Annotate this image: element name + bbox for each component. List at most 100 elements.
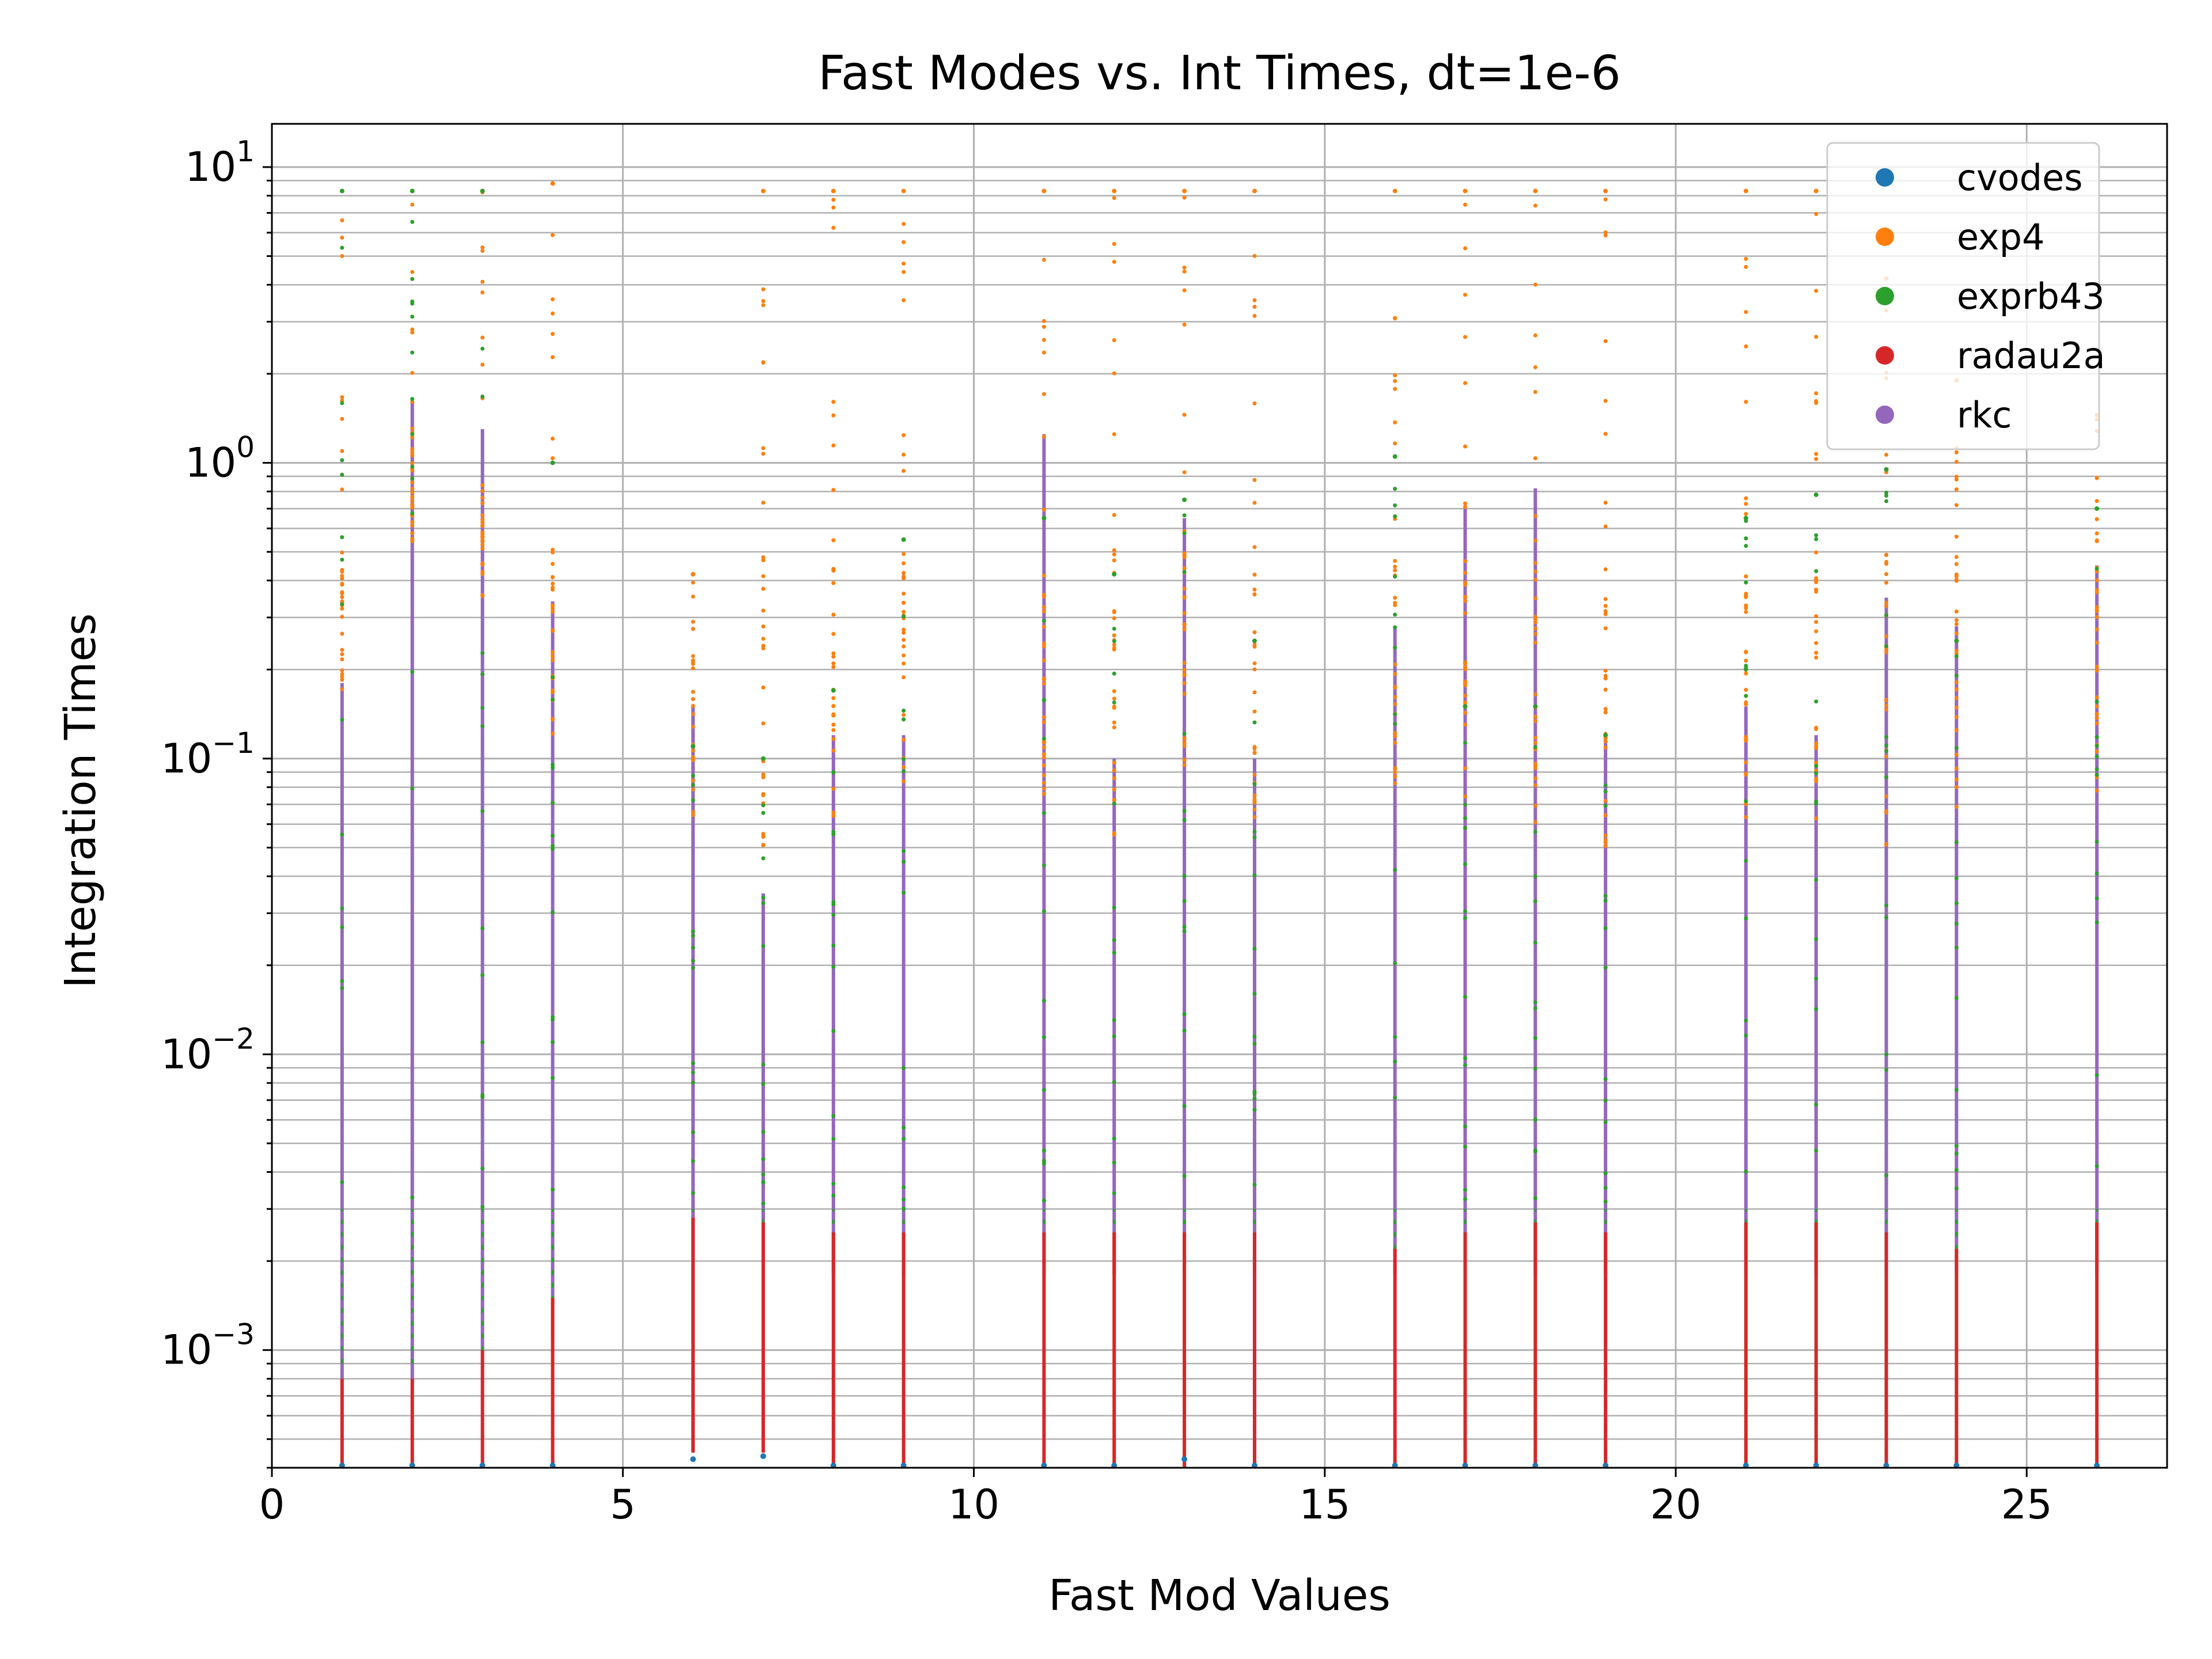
- legend-marker-cvodes: [1876, 168, 1894, 187]
- exprb43-point: [1744, 1169, 1748, 1174]
- exp4-point: [1252, 501, 1257, 505]
- exprb43-point: [1463, 1056, 1467, 1060]
- exp4-point: [1533, 282, 1537, 287]
- exp4-point: [902, 240, 906, 244]
- exprb43-point: [2094, 772, 2099, 777]
- exprb43-point: [902, 849, 906, 853]
- exp4-point: [1463, 293, 1467, 297]
- exp4-point: [2094, 788, 2099, 793]
- exprb43-point: [1252, 835, 1257, 840]
- exp4-point: [831, 748, 836, 753]
- exp4-point: [2094, 590, 2099, 594]
- exprb43-point: [340, 458, 344, 463]
- exp4-point: [1112, 696, 1116, 701]
- exprb43-point: [1112, 1137, 1116, 1141]
- exp4-point: [831, 704, 836, 709]
- exp4-point: [340, 657, 344, 662]
- exp4-point: [831, 581, 836, 585]
- exprb43-point: [410, 397, 415, 402]
- exprb43-point: [1393, 625, 1397, 630]
- exp4-point: [1603, 813, 1608, 817]
- exprb43-point: [1393, 961, 1397, 965]
- exp4-point: [831, 443, 836, 448]
- legend-marker-rkc: [1876, 406, 1894, 424]
- exp4-point: [480, 520, 485, 525]
- exp4-point: [1393, 378, 1397, 383]
- exp4-point: [902, 222, 906, 226]
- exp4-point: [550, 297, 555, 302]
- exprb43-point: [1533, 704, 1538, 709]
- exp4-point: [1041, 715, 1046, 719]
- exprb43-point: [1603, 898, 1608, 903]
- exp4-point: [1954, 562, 1959, 566]
- exprb43-point: [480, 1205, 485, 1209]
- exp4-point: [1252, 573, 1257, 577]
- exprb43-point: [761, 1082, 766, 1086]
- exp4-point: [1112, 704, 1116, 709]
- exp4-point: [1814, 760, 1819, 765]
- exp4-point: [761, 834, 766, 839]
- exp4-point: [1533, 804, 1537, 808]
- exp4-point: [1252, 401, 1257, 406]
- exprb43-point: [340, 1180, 344, 1184]
- exp4-point: [410, 520, 415, 524]
- exprb43-point: [410, 1195, 415, 1200]
- exprb43-point: [761, 1130, 766, 1134]
- exp4-point: [1954, 649, 1959, 653]
- exp4-point: [410, 450, 415, 454]
- exp4-point: [831, 786, 836, 791]
- exprb43-point: [480, 346, 485, 351]
- exp4-point: [1393, 732, 1397, 736]
- exp4-point: [1041, 755, 1046, 760]
- exp4-point: [2094, 704, 2099, 709]
- exprb43-point: [1954, 1186, 1959, 1191]
- exp4-point: [1182, 265, 1187, 270]
- exprb43-point: [340, 906, 344, 911]
- exp4-point: [1041, 644, 1046, 649]
- exp4-point: [550, 332, 555, 336]
- exp4-point: [550, 181, 555, 186]
- exprb43-point: [1744, 580, 1748, 585]
- exp4-point: [1182, 595, 1187, 600]
- exp4-point: [902, 779, 906, 783]
- exp4-point: [340, 570, 344, 574]
- exprb43-point: [1884, 743, 1889, 748]
- exp4-point: [1533, 456, 1537, 460]
- exp4-point: [1112, 776, 1116, 781]
- exprb43-point: [1533, 874, 1537, 879]
- exp4-point: [831, 722, 836, 727]
- exp4-point: [902, 661, 906, 666]
- exp4-point: [761, 791, 766, 796]
- exprb43-point: [1252, 991, 1257, 996]
- exp4-point: [480, 335, 485, 340]
- exp4-point: [902, 601, 906, 605]
- exprb43-point: [1533, 1006, 1537, 1010]
- exp4-point: [410, 370, 415, 375]
- exp4-point: [1954, 696, 1959, 700]
- exprb43-point: [831, 1029, 836, 1033]
- exprb43-point: [1041, 998, 1046, 1003]
- exprb43-point: [691, 965, 695, 970]
- exp4-point: [1884, 707, 1889, 712]
- exprb43-point: [480, 188, 485, 194]
- exprb43-point: [1884, 749, 1889, 753]
- exprb43-point: [1463, 1197, 1467, 1202]
- exprb43-point: [480, 809, 485, 813]
- exprb43-point: [1884, 499, 1889, 503]
- exp4-point: [902, 561, 906, 566]
- exp4-point: [340, 574, 344, 578]
- exprb43-point: [550, 1040, 555, 1044]
- exprb43-point: [1182, 818, 1187, 823]
- exp4-point: [1744, 815, 1748, 819]
- exprb43-point: [410, 276, 415, 281]
- exp4-point: [1533, 783, 1537, 787]
- exp4-point: [1954, 577, 1959, 582]
- exp4-point: [902, 765, 906, 770]
- exp4-point: [1744, 702, 1748, 707]
- exp4-point: [1533, 632, 1537, 637]
- exp4-point: [410, 487, 415, 491]
- exp4-point: [831, 696, 836, 700]
- exprb43-point: [480, 1166, 485, 1171]
- exp4-point: [902, 638, 906, 642]
- exp4-point: [1252, 709, 1257, 714]
